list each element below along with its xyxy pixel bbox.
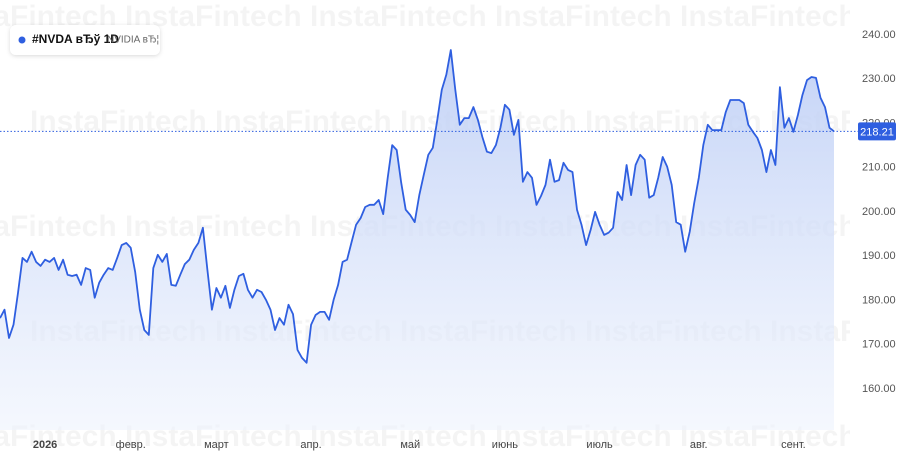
- y-tick-label: 210.00: [862, 162, 896, 174]
- last-price-tag: [858, 122, 896, 141]
- y-tick-label: 190.00: [862, 250, 896, 262]
- y-tick-label: 170.00: [862, 339, 896, 351]
- chart-title: #NVDA вЂў 1D: [32, 32, 119, 46]
- watermark: InstaFintech: [30, 105, 207, 138]
- area: [0, 50, 834, 430]
- x-tick-label: 2026: [33, 439, 57, 451]
- y-tick-label: 160.00: [862, 383, 896, 395]
- x-tick-label: май: [400, 439, 420, 451]
- legend-box: [10, 25, 160, 55]
- x-tick-label: апр.: [300, 439, 321, 451]
- last-price-label: 218.21: [860, 126, 894, 138]
- watermark: InstaFintech: [125, 210, 302, 243]
- x-tick-label: июнь: [492, 439, 518, 451]
- watermark: InstaFintech: [400, 105, 577, 138]
- watermark: InstaFintech: [215, 105, 392, 138]
- y-tick-label: 200.00: [862, 206, 896, 218]
- watermark: InstaFintech: [0, 210, 117, 243]
- y-tick-label: 230.00: [862, 73, 896, 85]
- axis-panel: [850, 0, 900, 458]
- x-tick-label: авг.: [690, 439, 708, 451]
- watermark: InstaFintech: [310, 0, 487, 33]
- y-tick-label: 180.00: [862, 294, 896, 306]
- x-tick-label: июль: [586, 439, 613, 451]
- watermark: InstaFintech: [495, 0, 672, 33]
- x-tick-label: сент.: [781, 439, 806, 451]
- watermark: InstaFintech: [680, 0, 857, 33]
- legend-dot: [18, 36, 26, 44]
- plot: [0, 49, 835, 430]
- chart-subtitle: NVIDIA вЂ¦: [107, 35, 159, 46]
- x-tick-label: февр.: [116, 439, 146, 451]
- y-tick-label: 240.00: [862, 29, 896, 41]
- x-tick-label: март: [204, 439, 229, 451]
- price-line: [0, 49, 835, 364]
